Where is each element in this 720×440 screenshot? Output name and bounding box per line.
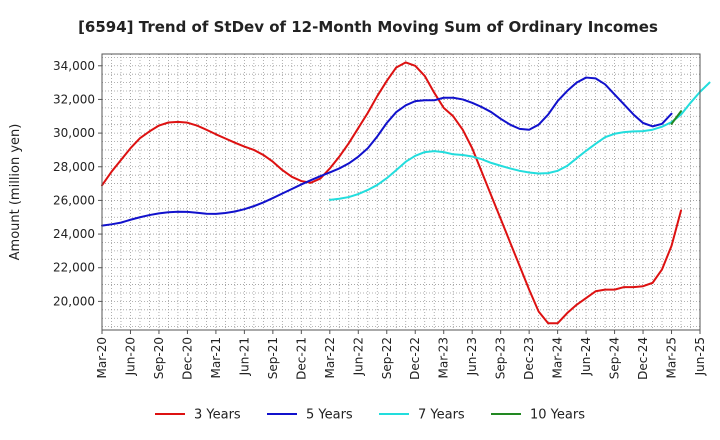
legend-item-10-years: 10 Years [491, 408, 585, 423]
y-tick-label: 26,000 [53, 193, 95, 207]
x-tick-label: Dec-23 [522, 337, 536, 380]
legend-label: 3 Years [194, 408, 241, 423]
x-tick-label: Jun-24 [579, 337, 593, 376]
x-tick-label: Sep-21 [266, 337, 280, 379]
x-tick-label: Jun-25 [693, 337, 707, 376]
plot-frame [101, 53, 701, 331]
y-tick-label: 24,000 [53, 227, 95, 241]
plot-area [102, 54, 700, 330]
y-tick-label: 22,000 [53, 261, 95, 275]
y-tick-label: 32,000 [53, 92, 95, 106]
x-axis: Mar-20 Jun-20 Sep-20 Dec-20 Mar-21 Jun-21 Sep-… [95, 330, 707, 380]
x-tick-label: Dec-24 [636, 337, 650, 380]
x-tick-label: Dec-20 [180, 337, 194, 380]
x-tick-label: Sep-20 [152, 337, 166, 379]
legend-label: 10 Years [530, 408, 585, 423]
y-tick-label: 20,000 [53, 294, 95, 308]
x-tick-label: Dec-21 [294, 337, 308, 380]
y-tick-label: 28,000 [53, 160, 95, 174]
series-line-7-years [328, 81, 711, 201]
x-tick-label: Mar-23 [437, 337, 451, 378]
x-tick-label: Mar-20 [95, 337, 109, 378]
x-tick-label: Mar-24 [551, 337, 565, 378]
x-tick-label: Mar-25 [665, 337, 679, 378]
series-line-5-years [101, 76, 673, 227]
legend-item-3-years: 3 Years [155, 408, 241, 423]
x-tick-label: Jun-23 [465, 337, 479, 376]
x-tick-label: Dec-22 [408, 337, 422, 380]
legend-label: 5 Years [306, 408, 353, 423]
x-tick-label: Mar-22 [323, 337, 337, 378]
series-layer [101, 61, 711, 325]
x-tick-label: Jun-22 [351, 337, 365, 376]
y-axis: 20,000 22,000 24,000 26,000 28,000 30,000 32,0… [53, 59, 102, 308]
x-tick-label: Mar-21 [209, 337, 223, 378]
x-tick-label: Sep-22 [380, 337, 394, 379]
chart-title: [6594] Trend of StDev of 12-Month Moving… [78, 18, 658, 36]
x-tick-label: Jun-20 [123, 337, 137, 376]
legend-label: 7 Years [418, 408, 465, 423]
legend-item-5-years: 5 Years [267, 408, 353, 423]
legend: 3 Years 5 Years 7 Years 10 Years [155, 408, 585, 423]
series-line-3-years [101, 61, 683, 325]
x-tick-label: Sep-24 [608, 337, 622, 379]
x-tick-label: Jun-21 [237, 337, 251, 376]
legend-item-7-years: 7 Years [379, 408, 465, 423]
series-line-10-years [670, 110, 683, 125]
y-tick-label: 30,000 [53, 126, 95, 140]
y-axis-label: Amount (million yen) [8, 124, 23, 261]
x-tick-label: Sep-23 [494, 337, 508, 379]
y-tick-label: 34,000 [53, 59, 95, 73]
